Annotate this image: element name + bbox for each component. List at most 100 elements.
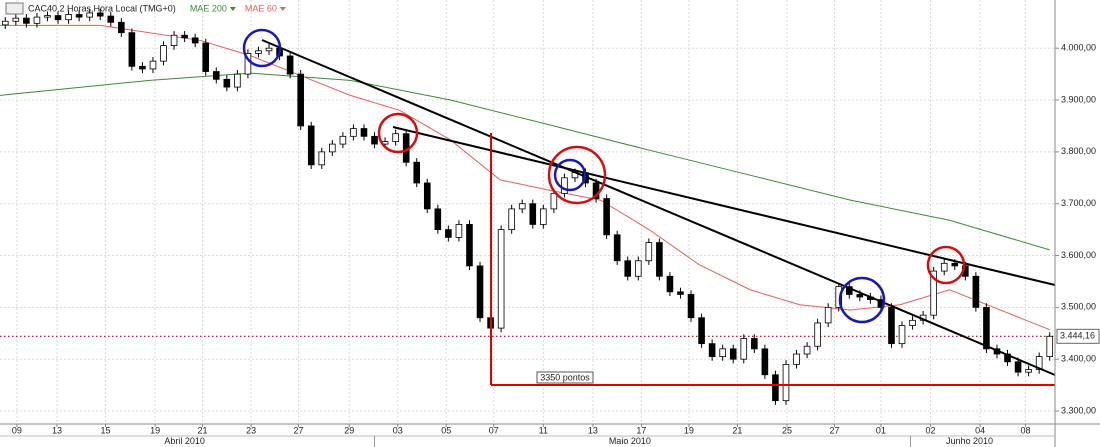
x-tick-label: 21: [732, 425, 742, 435]
candle-body: [656, 242, 663, 277]
x-tick-label: 04: [975, 425, 985, 435]
x-tick-label: 19: [150, 425, 160, 435]
candle-body: [761, 348, 769, 376]
candle-body: [350, 128, 357, 137]
candle-body: [1035, 356, 1043, 370]
month-label: Maio 2010: [609, 436, 651, 446]
candle-body: [983, 306, 990, 350]
y-tick-label: 3.400,00: [1061, 354, 1096, 364]
candle-body: [550, 192, 558, 210]
y-tick-label: 3.700,00: [1061, 198, 1096, 208]
candle-body: [423, 182, 431, 210]
candle-body: [845, 286, 853, 295]
candle-body: [371, 135, 378, 145]
candle-body: [223, 78, 231, 88]
candle-body: [518, 203, 526, 210]
candle-body: [244, 52, 252, 75]
candle-body: [772, 374, 779, 402]
candle-body: [434, 208, 442, 231]
x-tick-label: 17: [636, 425, 646, 435]
x-tick-label: 05: [441, 425, 451, 435]
candle-body: [677, 291, 684, 295]
candle-body: [339, 135, 347, 145]
candle-body: [708, 343, 716, 358]
x-tick-label: 07: [489, 425, 499, 435]
candle-body: [476, 265, 484, 319]
candle-body: [634, 260, 642, 277]
candle-body: [33, 16, 41, 24]
highlight-circle: [553, 158, 587, 192]
candle-body: [392, 133, 399, 142]
candle-body: [118, 21, 125, 34]
candle-body: [624, 260, 632, 277]
candle-body: [286, 55, 294, 75]
drawings: 3350 pontos: [242, 28, 1056, 386]
legend-dropdown: [229, 7, 236, 11]
candle-body: [698, 317, 705, 345]
candle-body: [75, 14, 83, 18]
highlight-circle: [377, 112, 419, 154]
legend-entry: MAE 200: [190, 3, 227, 13]
candle-body: [12, 17, 20, 22]
x-tick-label: 03: [393, 425, 403, 435]
last-price-label: 3.444,16: [1060, 331, 1095, 341]
candle-body: [149, 60, 157, 70]
last-price-box: [1056, 328, 1100, 344]
candle-body: [940, 262, 948, 272]
candle-body: [466, 224, 473, 267]
candle-body: [86, 12, 93, 18]
legend-dropdown: [279, 7, 286, 11]
x-tick-label: 25: [782, 425, 792, 435]
candle-body: [181, 34, 188, 39]
candle-body: [65, 14, 72, 21]
candle-body: [951, 262, 959, 267]
candle-body: [170, 34, 178, 47]
y-tick-label: 4.000,00: [1061, 43, 1096, 53]
candle-body: [729, 348, 737, 360]
candle-body: [202, 42, 210, 72]
highlight-circle: [838, 276, 886, 324]
candle-body: [856, 294, 864, 298]
candle-body: [909, 319, 916, 326]
candle-body: [360, 128, 368, 137]
candle-body: [265, 47, 273, 52]
candle-body: [803, 345, 811, 355]
highlight-circle: [547, 145, 607, 205]
candle-body: [307, 125, 315, 166]
candle-body: [44, 15, 51, 18]
candle-body: [793, 353, 800, 365]
highlight-circle: [242, 28, 282, 68]
candle-body: [719, 348, 726, 358]
candle-body: [687, 294, 695, 319]
candle-body: [234, 73, 241, 88]
candle-body: [1046, 335, 1054, 358]
candle-body: [972, 275, 980, 308]
y-tick-label: 3.300,00: [1061, 405, 1096, 415]
candle-body: [645, 242, 653, 262]
symbol-icon: [5, 2, 24, 15]
candle-body: [529, 203, 537, 225]
x-tick-label: 11: [539, 425, 548, 435]
candle-body: [814, 322, 821, 347]
chart-title: CAC40,2 Horas,Hora Local (TMG+0): [28, 3, 176, 13]
highlight-circle: [926, 245, 966, 285]
annotation-box: [536, 371, 594, 384]
plot-area: [0, 0, 1055, 424]
x-tick-label: 13: [52, 425, 62, 435]
legend-entry: MAE 60: [245, 3, 277, 13]
month-label: Junho 2010: [946, 436, 993, 446]
candle-body: [139, 65, 146, 70]
candle-body: [497, 229, 505, 329]
x-tick-label: 15: [100, 425, 110, 435]
month-label: Abril 2010: [164, 436, 205, 446]
candle-body: [191, 37, 199, 44]
y-tick-label: 3.800,00: [1061, 146, 1096, 156]
x-tick-label: 01: [876, 425, 886, 435]
candle-body: [740, 338, 748, 360]
x-tick-label: 09: [12, 425, 22, 435]
candle-body: [508, 208, 515, 231]
x-tick-label: 19: [684, 425, 694, 435]
candle-body: [666, 275, 674, 293]
